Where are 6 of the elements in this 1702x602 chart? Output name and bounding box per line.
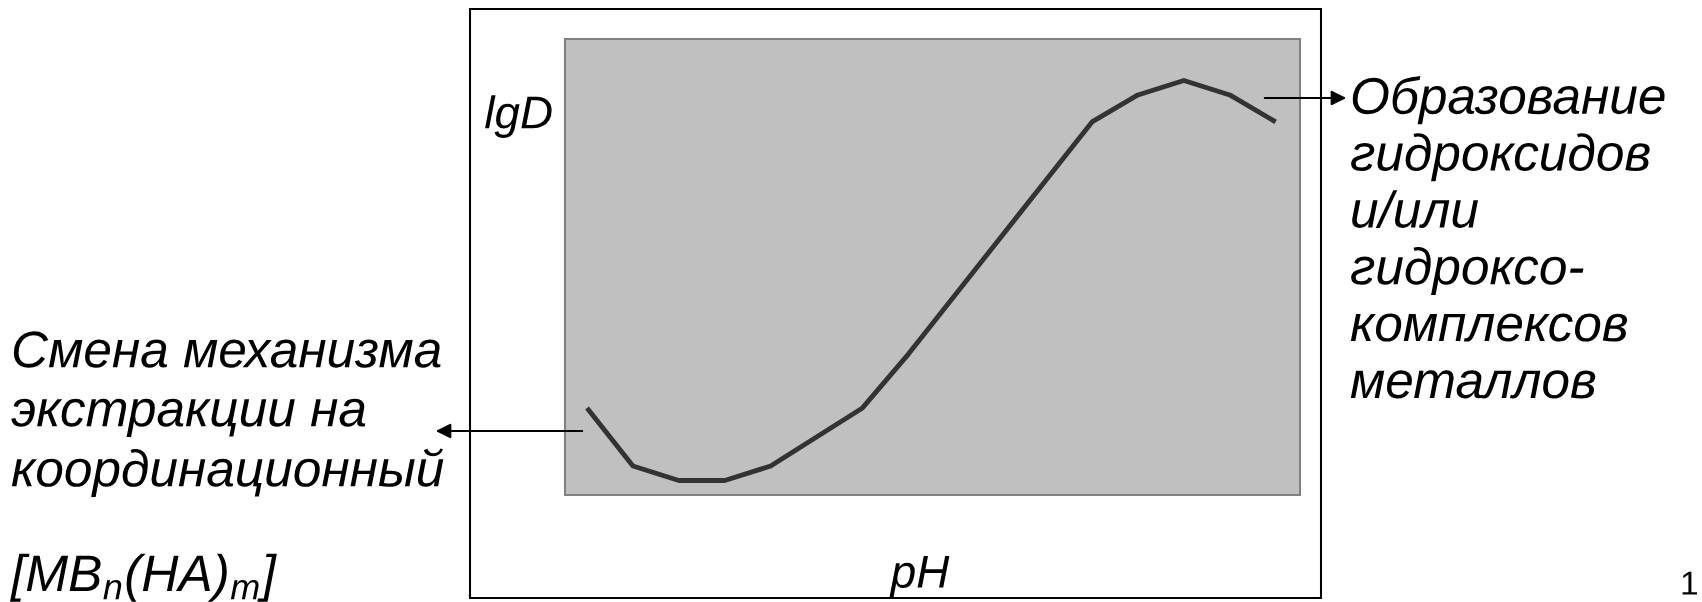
text: Образование гидроксидов и/или гидроксо- комплексов металлов	[1350, 76, 1665, 399]
text: Смена механизма экстракции на координационный	[11, 331, 444, 498]
y-axis-title: lgD	[485, 95, 552, 138]
text: [MB$_{n}$(HA)$_{m}$]	[10, 553, 277, 602]
text: 1	[1682, 571, 1697, 595]
x-axis-title: pH	[889, 555, 950, 598]
